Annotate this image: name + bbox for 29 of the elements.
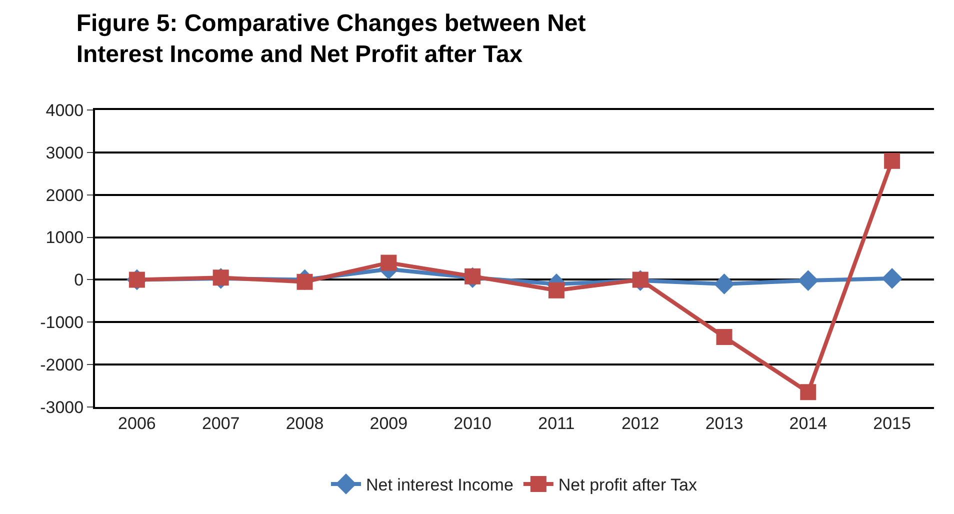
y-tick-label: 3000	[46, 143, 84, 162]
x-tick-label: 2012	[621, 414, 660, 434]
y-tick-label: 1000	[46, 228, 84, 248]
legend-label: Net profit after Tax	[558, 476, 698, 495]
x-tick-label: 2015	[873, 414, 911, 434]
y-tick-label: -1000	[40, 313, 84, 332]
point	[884, 152, 900, 169]
legend-label: Net interest Income	[366, 476, 514, 495]
x-tick-label: 2007	[202, 414, 240, 434]
point	[716, 328, 732, 345]
point	[714, 274, 735, 294]
x-tick-label: 2006	[118, 414, 156, 434]
y-tick-label: 2000	[46, 186, 84, 205]
y-tick-label: 0	[74, 270, 84, 290]
point	[380, 254, 397, 271]
x-tick-label: 2009	[370, 414, 408, 434]
x-tick-label: 2008	[286, 414, 324, 434]
x-tick-label: 2010	[454, 414, 492, 434]
point	[800, 384, 816, 400]
chart-title: Figure 5: Comparative Changes between Net Interest Income and Net Profit after Tax	[76, 10, 586, 68]
x-tick-label: 2013	[705, 414, 744, 434]
x-tick-label: 2011	[538, 414, 575, 434]
point	[798, 270, 819, 291]
y-tick-label: -2000	[40, 356, 84, 375]
point	[882, 268, 902, 289]
y-tick-label: -3000	[40, 398, 84, 417]
point	[548, 282, 564, 298]
y-tick-label: 4000	[46, 100, 84, 120]
x-tick-label: 2014	[789, 414, 828, 434]
